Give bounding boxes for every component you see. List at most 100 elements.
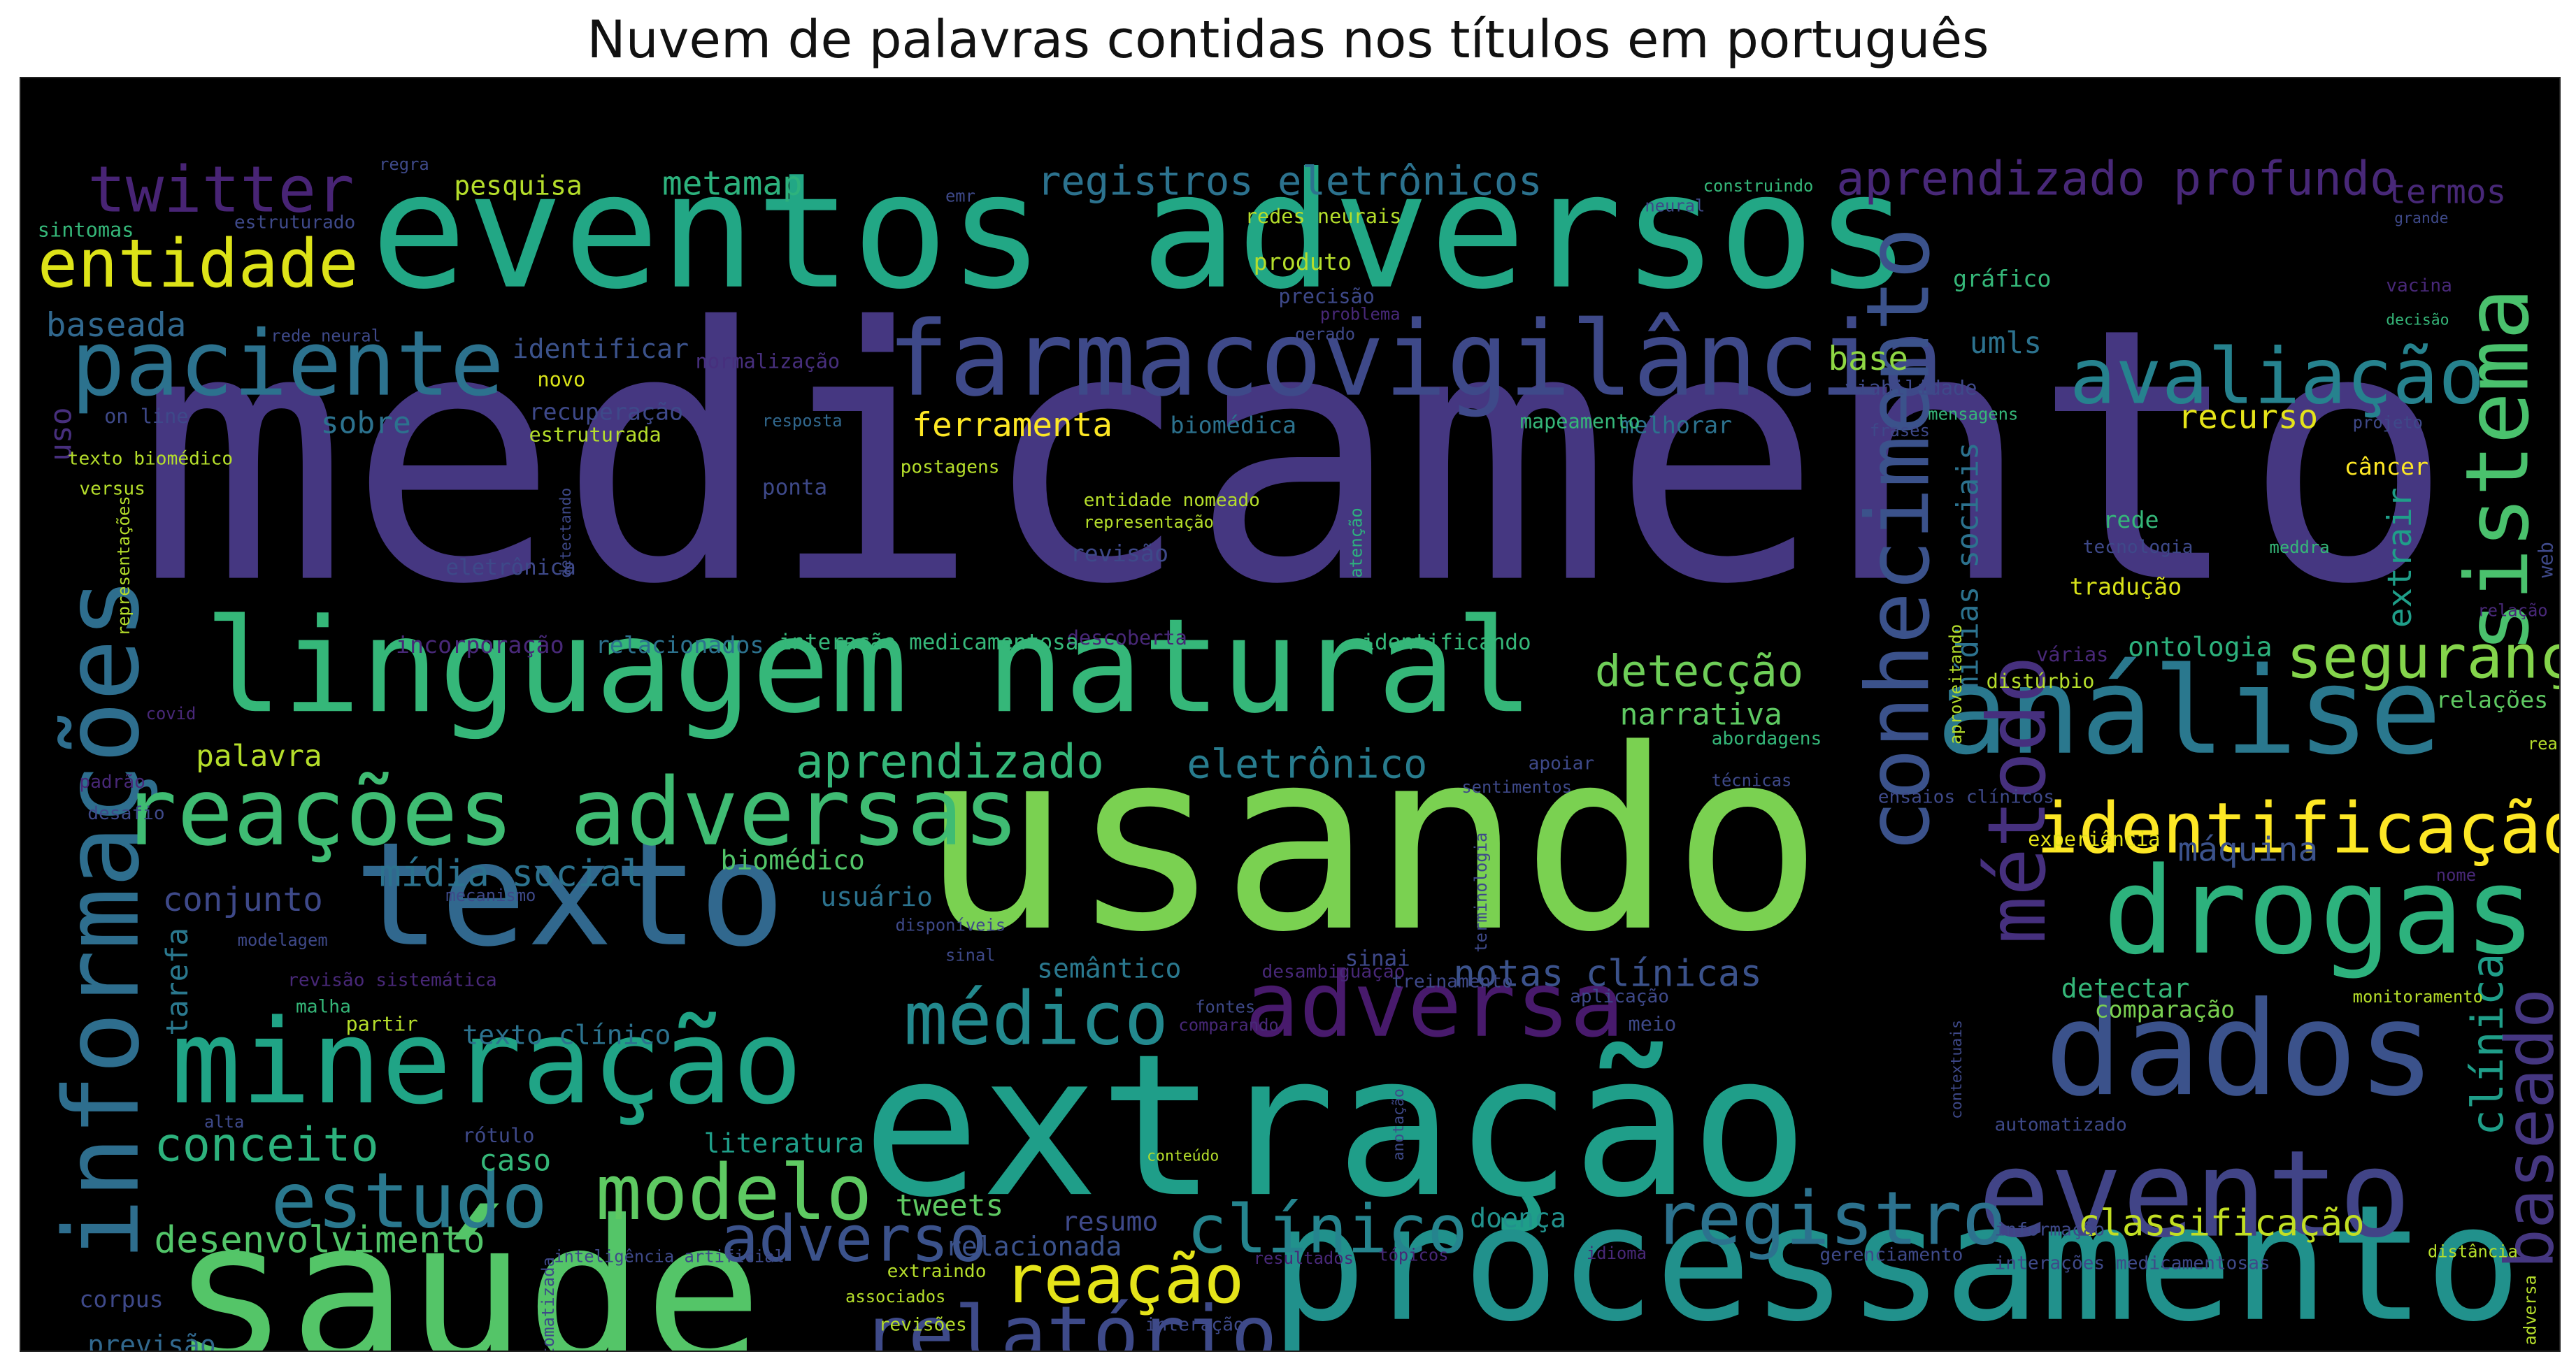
cloud-word-mapeamento: mapeamento [1520,409,1640,433]
cloud-word-tarefa: tarefa [160,928,195,1036]
cloud-word-fontes: fontes [1195,997,1255,1016]
cloud-word-baseada: baseada [46,306,187,345]
cloud-word-metodo: método [1970,656,2063,944]
cloud-word-biomedica: biomédica [1171,411,1297,438]
cloud-word-literatura: literatura [704,1128,864,1159]
cloud-word-experiencia: experiência [2028,827,2160,851]
cloud-word-gerenciamento: gerenciamento [1819,1244,1963,1265]
cloud-word-pesquisa: pesquisa [454,171,582,201]
cloud-word-mineracao: mineração [171,995,802,1130]
cloud-word-caso: caso [479,1144,551,1179]
cloud-word-sintomas: sintomas [38,217,134,241]
cloud-word-incorporacao: incorporação [396,631,564,658]
cloud-word-malha: malha [296,996,351,1017]
cloud-word-versus: versus [79,479,145,500]
cloud-word-cancer: câncer [2345,453,2428,480]
cloud-word-atencao: atenção [1346,507,1366,577]
cloud-word-revisoes: revisões [879,1314,967,1335]
cloud-word-classificacao: classificação [2078,1202,2365,1245]
cloud-word-interacao: interação [1145,1314,1245,1335]
cloud-word-relacoes: relações [2436,686,2549,713]
cloud-word-precisao: precisão [1278,285,1375,308]
cloud-word-treinamento: treinamento [1391,972,1512,993]
cloud-word-descoberta: descoberta [1067,626,1187,649]
cloud-word-notas-clinicas: notas clínicas [1453,952,1762,995]
cloud-word-termos: termos [2386,173,2506,212]
cloud-word-problema: problema [1320,304,1401,324]
cloud-word-aprendizado: aprendizado [796,735,1105,789]
cloud-word-doenca: doença [1470,1203,1566,1234]
cloud-word-disturbio: distúrbio [1987,669,2095,693]
cloud-word-nome: nome [2436,865,2476,885]
cloud-word-grafico: gráfico [1953,265,2051,292]
cloud-word-identificando: identificando [1361,630,1531,655]
cloud-word-identificacao: identificação [2036,788,2559,870]
cloud-word-normalizacao: normalização [696,350,840,373]
cloud-word-estruturada: estruturada [529,422,661,446]
cloud-word-semantico: semântico [1037,953,1181,984]
cloud-word-tweets: tweets [895,1188,1003,1223]
cloud-word-desafio: desafio [87,803,164,824]
cloud-word-meio: meio [1629,1012,1677,1036]
cloud-word-mecanismo: mecanismo [445,886,536,905]
cloud-word-relacionada: relacionada [945,1231,1122,1262]
cloud-word-rede-neural: rede neural [271,326,381,345]
cloud-word-processamento: processamento [1270,1171,2521,1351]
cloud-word-identificar: identificar [513,333,689,364]
cloud-word-associados: associados [845,1287,945,1306]
cloud-word-conteudo: conteúdo [1147,1147,1219,1165]
cloud-word-biomedico: biomédico [720,845,864,876]
cloud-word-eletronica: eletrônica [445,555,575,580]
cloud-word-linguagem-natural: linguagem natural [204,591,1533,742]
cloud-word-entidade: entidade [38,226,359,303]
cloud-word-analise: análise [1936,642,2442,782]
cloud-word-aplicacao: aplicação [1570,986,1669,1007]
cloud-word-informacoes: informações [42,577,162,1260]
cloud-word-partir: partir [345,1012,417,1036]
cloud-word-neural: neural [1645,196,1705,216]
cloud-word-eletronico: eletrônico [1187,742,1427,788]
cloud-word-representacao: representação [1084,512,1214,532]
cloud-word-redes-neurais: redes neurais [1245,204,1402,228]
cloud-word-automatizado: automatizado [1995,1115,2127,1136]
cloud-word-saude: saúde [171,1179,762,1351]
cloud-word-postagens: postagens [901,457,1000,478]
cloud-word-distancia: distância [2428,1242,2518,1262]
cloud-word-detectar: detectar [2061,973,2190,1004]
cloud-word-inteligencia-artificial: inteligência artificial [554,1247,785,1267]
cloud-word-varias: várias [2036,642,2108,666]
cloud-word-tecnicas: técnicas [1712,770,1792,790]
cloud-word-novo: novo [537,368,585,391]
cloud-word-ontologia: ontologia [2128,632,2272,663]
word-cloud: medicamento eventos adversos usando extraçã… [20,77,2561,1352]
cloud-word-revisao: revisão [1071,540,1168,567]
cloud-word-contextuais: contextuais [1948,1020,1966,1119]
cloud-word-gerado: gerado [1295,324,1355,344]
cloud-word-terminologia: terminologia [1471,833,1491,953]
cloud-word-resumo: resumo [1062,1206,1159,1237]
cloud-word-midia-social: mídia social [379,852,643,895]
cloud-word-registros-eletronicos: registros eletrônicos [1037,159,1543,205]
cloud-word-conhecimento: conhecimento [1848,227,1949,853]
cloud-word-abordagens: abordagens [1712,728,1822,749]
cloud-word-interacao-medicamentosa: interação medicamentosa [779,630,1079,655]
cloud-word-estruturado: estruturado [234,212,355,233]
cloud-word-extrair: extrair [2381,487,2419,628]
cloud-word-clinica: clínica [2463,953,2513,1136]
cloud-word-entidade-nomeado: entidade nomeado [1084,490,1260,511]
cloud-word-ensaios-clinicos: ensaios clínicos [1878,786,2054,807]
cloud-word-construindo: construindo [1703,176,1814,196]
cloud-word-recurso: recurso [2178,398,2319,436]
cloud-word-emr: emr [945,186,975,206]
cloud-word-conceito: conceito [155,1117,379,1172]
cloud-word-avaliacao: avaliação [2070,332,2485,422]
cloud-word-extraindo: extraindo [887,1261,987,1282]
cloud-word-extracao: extração [862,1012,1809,1241]
cloud-word-estudo: estudo [271,1156,548,1246]
cloud-word-paciente: paciente [71,312,503,417]
cloud-word-metamap: metamap [662,165,803,203]
cloud-word-alta: alta [204,1112,244,1132]
cloud-word-disponiveis: disponíveis [895,916,1006,935]
cloud-word-midias-sociais: mídias sociais [1951,442,1986,694]
